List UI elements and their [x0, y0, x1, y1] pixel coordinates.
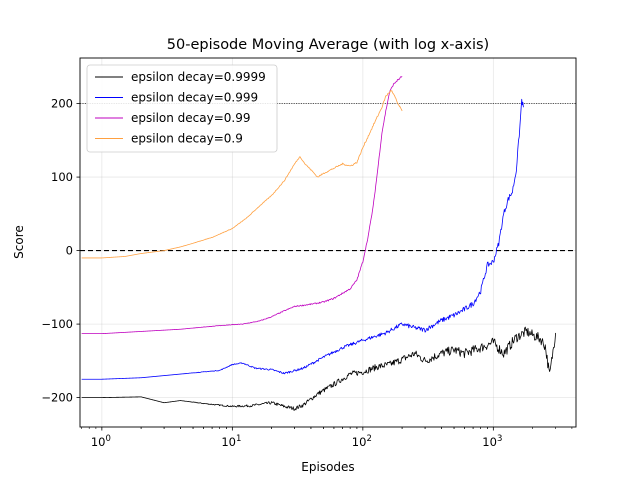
series-line-0 [81, 326, 556, 411]
series-group [81, 76, 556, 411]
legend-label-2: epsilon decay=0.99 [131, 111, 251, 125]
x-axis-label: Episodes [301, 460, 354, 474]
legend-box [86, 64, 278, 153]
y-tick-label: 0 [66, 244, 73, 258]
y-tick-label: 100 [51, 170, 73, 184]
y-axis: −200 −100 0 100 200 [41, 97, 80, 405]
legend-label-0: epsilon decay=0.9999 [131, 70, 266, 84]
y-tick-label: −100 [41, 317, 73, 331]
x-tick-exponent: 0 [105, 434, 110, 444]
series-line-2 [81, 76, 403, 335]
y-tick-label: 200 [51, 97, 73, 111]
legend-label-3: epsilon decay=0.9 [131, 132, 243, 146]
plot-frame [79, 57, 577, 428]
legend-label-1: epsilon decay=0.999 [131, 91, 258, 105]
y-tick-label: −200 [41, 391, 73, 405]
chart-title: 50-episode Moving Average (with log x-ax… [167, 37, 489, 53]
x-tick-exponent: 2 [366, 434, 371, 444]
series-line-3 [81, 90, 403, 259]
y-axis-label: Score [12, 225, 26, 259]
x-tick-exponent: 1 [236, 434, 241, 444]
legend: epsilon decay=0.9999 epsilon decay=0.999 e… [86, 64, 278, 153]
x-tick-exponent: 3 [497, 434, 502, 444]
series-line-1 [81, 98, 524, 380]
